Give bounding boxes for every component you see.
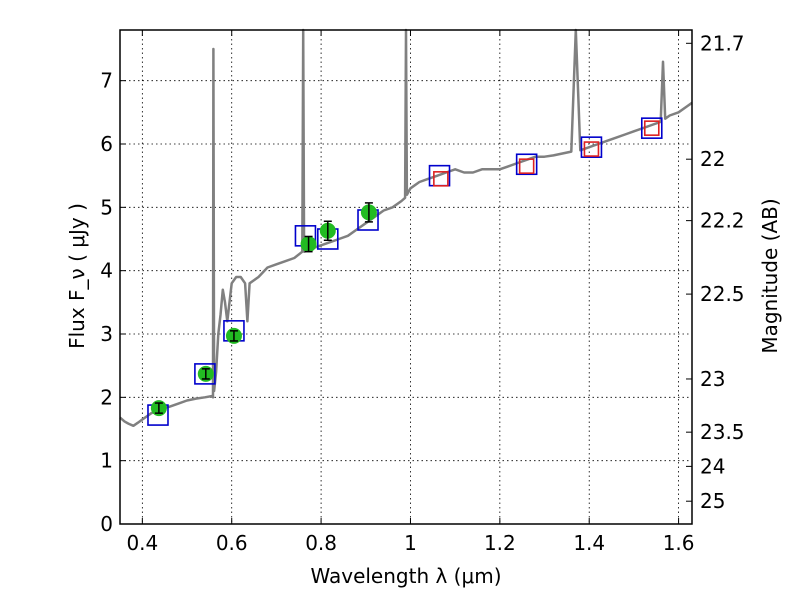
right-tick-label: 23 (700, 367, 725, 391)
model-square-marker (580, 136, 603, 158)
right-tick-label: 21.7 (700, 31, 745, 55)
right-tick-label: 22 (700, 147, 725, 171)
observed-square-marker (643, 120, 660, 136)
observed-square-marker (433, 171, 449, 187)
plot-frame (119, 29, 693, 525)
right-tick-label: 24 (700, 454, 725, 478)
x-axis-title: Wavelength λ (μm) (310, 564, 501, 588)
x-tick-label: 0.4 (126, 531, 158, 555)
right-tick-label: 25 (700, 489, 725, 513)
observed-square-marker (583, 141, 600, 157)
right-tick-label: 23.5 (700, 420, 745, 444)
y-tick-label: 1 (100, 449, 113, 473)
right-tick-label: 22.5 (700, 282, 745, 306)
x-tick-label: 1.6 (663, 531, 695, 555)
model-square-marker (515, 153, 538, 176)
marker-layer (147, 117, 663, 426)
model-square-marker (640, 117, 663, 139)
tick-layer: 0.4 0.6 0.8 1 1.2 1.4 1.60123456721.72222.222.… (100, 30, 745, 555)
x-tick-label: 1.2 (484, 531, 516, 555)
x-tick-label: 1.4 (573, 531, 605, 555)
y-tick-label: 5 (100, 195, 113, 219)
y-tick-label: 0 (100, 512, 113, 536)
y-axis-title-right: Magnitude (AB) (758, 198, 782, 353)
y-tick-label: 7 (100, 69, 113, 93)
y-tick-label: 3 (100, 322, 113, 346)
x-tick-label: 0.6 (216, 531, 248, 555)
right-tick-label: 22.2 (700, 209, 745, 233)
x-tick-label: 0.8 (305, 531, 337, 555)
observed-square-marker (518, 158, 535, 174)
model-square-marker (194, 363, 216, 385)
x-tick-label: 1 (404, 531, 417, 555)
y-tick-label: 2 (100, 385, 113, 409)
y-tick-label: 4 (100, 259, 113, 283)
y-tick-label: 6 (100, 132, 113, 156)
y-axis-title-left: Flux F_ν ( μJy ) (65, 203, 89, 349)
